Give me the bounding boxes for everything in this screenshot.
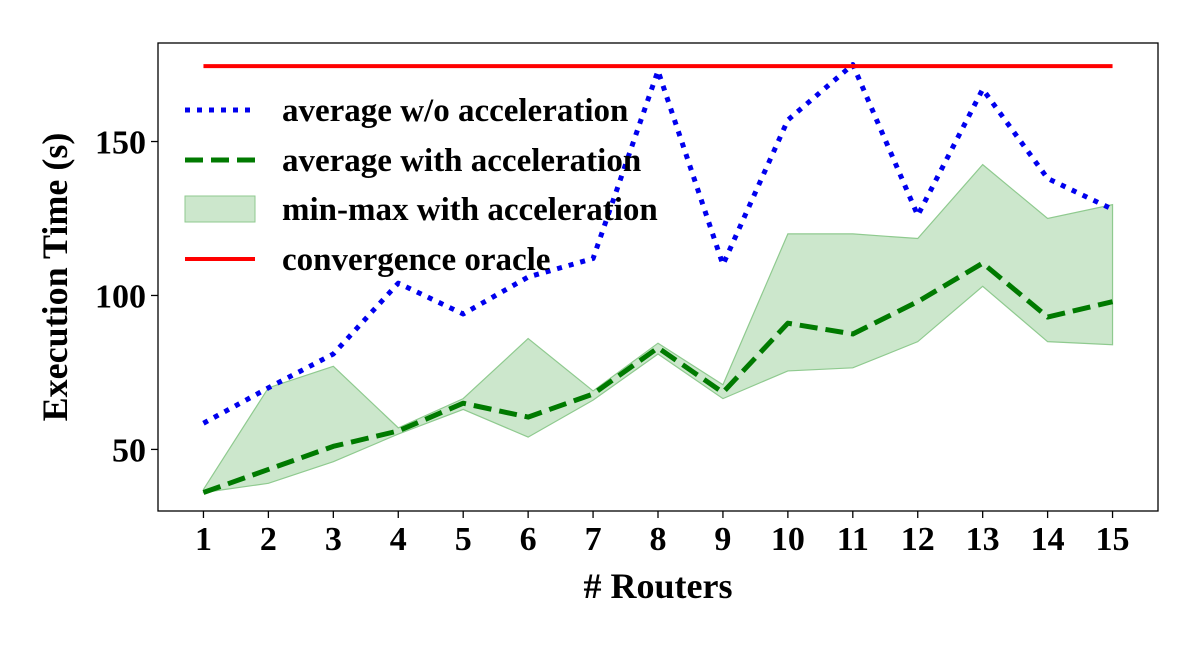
plot-area [202,62,1114,495]
legend: average w/o acceleration average with acc… [184,93,658,278]
x-tick-label: 5 [455,521,472,558]
x-axis: 1 2 3 4 5 6 7 8 9 10 11 12 13 14 15 [195,511,1130,558]
x-tick-label: 1 [195,521,212,558]
min-max-band [202,163,1114,494]
x-tick-label: 7 [585,521,602,558]
legend-swatch-min-max-band [184,195,256,223]
x-tick-label: 11 [837,521,869,558]
x-tick-label: 10 [771,521,805,558]
x-tick-label: 4 [390,521,407,558]
series-line-average-with-acceleration [202,260,1114,495]
x-tick-label: 3 [325,521,342,558]
x-tick-label: 2 [260,521,277,558]
y-tick-label: 150 [95,125,146,162]
y-tick-label: 100 [95,278,146,315]
y-axis: 50 100 150 [95,125,158,469]
legend-label: average with acceleration [282,143,641,179]
x-tick-label: 9 [714,521,731,558]
x-tick-label: 15 [1096,521,1130,558]
x-axis-title: # Routers [584,566,733,606]
x-tick-label: 8 [650,521,667,558]
x-tick-label: 6 [520,521,537,558]
x-tick-label: 13 [966,521,1000,558]
legend-label: average w/o acceleration [282,93,628,129]
x-tick-label: 14 [1031,521,1065,558]
legend-label: convergence oracle [282,242,550,278]
x-tick-label: 12 [901,521,935,558]
y-axis-title: Execution Time (s) [35,133,75,422]
y-tick-label: 50 [112,432,146,469]
legend-label: min-max with acceleration [282,192,658,228]
